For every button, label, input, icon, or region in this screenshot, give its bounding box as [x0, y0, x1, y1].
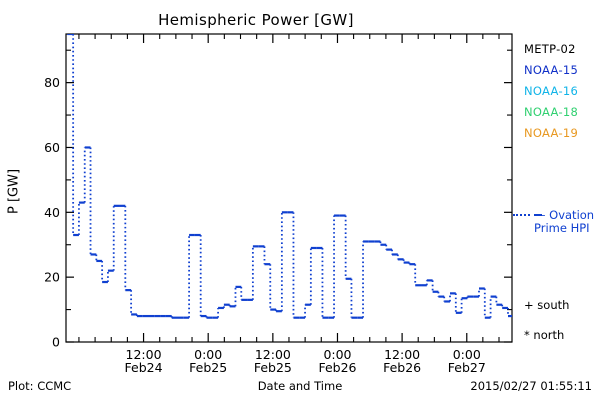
ovation-line-swatch-icon: [513, 214, 530, 216]
x-axis-title: Date and Time: [257, 379, 343, 393]
x-tick-label-date: Feb25: [254, 360, 292, 375]
x-tick-label-time: 0:00: [194, 347, 222, 362]
y-tick-label: 60: [44, 140, 60, 155]
legend-item-metp-02[interactable]: METP-02: [524, 42, 576, 56]
footer-timestamp: 2015/02/27 01:55:11: [470, 379, 592, 393]
x-tick-label-time: 0:00: [323, 347, 351, 362]
x-tick-label-time: 12:00: [384, 347, 420, 362]
y-axis-title: P [GW]: [6, 168, 22, 215]
x-tick-label-time: 0:00: [453, 347, 481, 362]
marker-legend-south: + south: [524, 298, 570, 312]
legend-item-noaa-19[interactable]: NOAA-19: [524, 126, 579, 140]
y-tick-label: 80: [44, 75, 60, 90]
plot-frame: [65, 33, 513, 343]
y-tick-label: 20: [44, 270, 60, 285]
footer-plot-source: Plot: CCMC: [8, 379, 72, 393]
x-tick-label-time: 12:00: [126, 347, 162, 362]
legend-item-noaa-15[interactable]: NOAA-15: [524, 63, 579, 77]
legend-item-ovation-prime-hpi[interactable]: — Ovation Prime HPI: [534, 208, 595, 235]
y-tick-label: 0: [52, 335, 60, 350]
ovation-dash-swatch-icon: [534, 214, 542, 216]
x-tick-label-date: Feb26: [318, 360, 356, 375]
marker-legend-north: * north: [524, 328, 565, 342]
series-ovation-prime-hpi: [67, 34, 512, 319]
page-title: Hemispheric Power [GW]: [158, 11, 354, 29]
legend-item-noaa-18[interactable]: NOAA-18: [524, 105, 579, 119]
x-tick-label-date: Feb25: [189, 360, 227, 375]
x-tick-label-date: Feb27: [448, 360, 486, 375]
x-tick-label-time: 12:00: [255, 347, 291, 362]
x-tick-label-date: Feb26: [383, 360, 421, 375]
legend-item-noaa-16[interactable]: NOAA-16: [524, 84, 579, 98]
x-tick-label-date: Feb24: [125, 360, 163, 375]
y-tick-label: 40: [44, 205, 60, 220]
